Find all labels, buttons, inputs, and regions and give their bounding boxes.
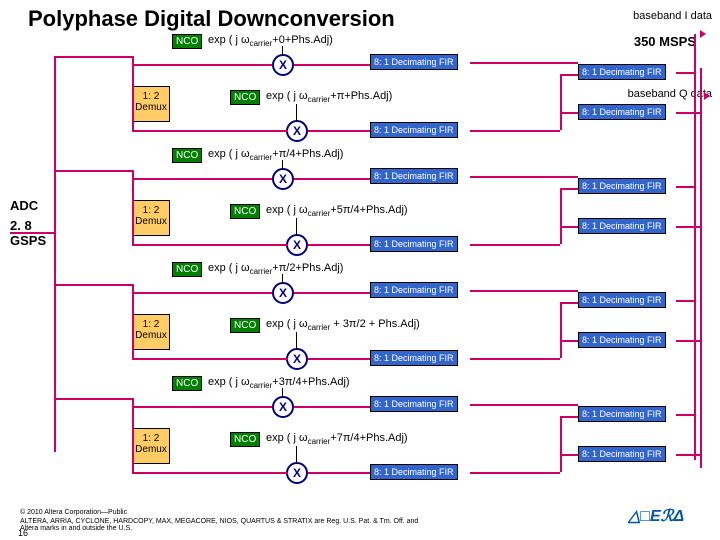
footer: © 2010 Altera Corporation—Public ALTERA,…	[20, 509, 420, 532]
out-bus-2	[700, 68, 702, 468]
output-i-label: baseband I data	[633, 10, 712, 22]
msps-label: 350 MSPS	[634, 34, 696, 49]
footer-copyright: © 2010 Altera Corporation—Public	[20, 509, 420, 516]
adc-in-line	[10, 232, 54, 234]
page-number: 16	[18, 528, 28, 538]
arrow-out-q	[704, 92, 710, 100]
altera-logo: △□EℛΔ	[628, 503, 710, 532]
arrow-out-i	[700, 30, 706, 38]
adc-label: ADC	[10, 198, 38, 213]
page-title: Polyphase Digital Downconversion	[28, 6, 395, 32]
footer-legal: ALTERA, ARRIA, CYCLONE, HARDCOPY, MAX, M…	[20, 518, 420, 532]
out-bus-1	[694, 34, 696, 460]
svg-text:△□EℛΔ: △□EℛΔ	[628, 508, 684, 525]
spine-line	[54, 56, 56, 452]
